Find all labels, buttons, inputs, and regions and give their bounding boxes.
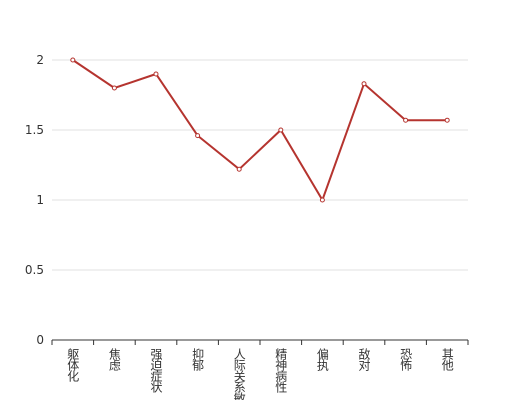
x-tick-label: 人际关系敏感 xyxy=(232,348,246,400)
point xyxy=(278,127,284,133)
point xyxy=(153,71,159,77)
point xyxy=(195,133,201,139)
x-tick-label: 精神病性 xyxy=(274,348,288,394)
point xyxy=(444,117,450,123)
x-tick-label: 偏执 xyxy=(315,347,329,372)
x-tick-label: 焦虑 xyxy=(107,348,121,371)
y-tick-label: 1.5 xyxy=(25,123,44,137)
line xyxy=(72,59,448,203)
x-tick-label: 躯体化 xyxy=(66,347,80,383)
point xyxy=(236,166,242,172)
y-tick-label: 2 xyxy=(36,53,44,67)
point xyxy=(361,81,367,87)
point xyxy=(70,57,76,63)
point xyxy=(403,117,409,123)
x-tick-label: 抑郁 xyxy=(191,347,205,372)
point xyxy=(319,197,325,203)
point xyxy=(111,85,117,91)
x-tick-label: 敌对 xyxy=(357,347,371,371)
x-tick-label: 其他 xyxy=(440,348,454,371)
x-tick-label: 强迫症状 xyxy=(149,348,163,393)
y-tick-label: 1 xyxy=(36,193,44,207)
x-tick-label: 恐怖 xyxy=(399,348,413,371)
y-tick-label: 0.5 xyxy=(25,263,44,277)
y-tick-label: 0 xyxy=(36,333,44,347)
